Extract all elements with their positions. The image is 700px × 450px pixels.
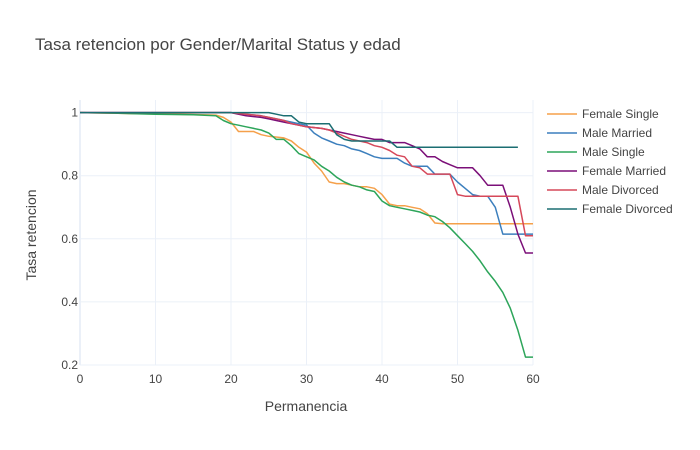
legend-label: Male Divorced	[582, 183, 659, 197]
series-line-female-divorced[interactable]	[80, 111, 518, 149]
chart-title: Tasa retencion por Gender/Marital Status…	[35, 35, 401, 54]
x-axis-title: Permanencia	[265, 398, 348, 414]
y-tick-label: 0.8	[61, 169, 78, 183]
x-axis-ticks: 0 10 20 30 40 50 60	[77, 372, 540, 386]
legend-item-male-single[interactable]: Male Single	[547, 145, 645, 159]
x-tick-label: 0	[77, 372, 84, 386]
x-tick-label: 20	[224, 372, 238, 386]
legend-item-female-married[interactable]: Female Married	[547, 164, 666, 178]
series-lines	[79, 111, 533, 358]
series-line-female-married[interactable]	[80, 111, 533, 254]
y-tick-label: 0.4	[61, 295, 78, 309]
legend-label: Female Single	[582, 107, 659, 121]
x-tick-label: 40	[375, 372, 389, 386]
grid-lines	[79, 100, 534, 366]
legend-item-male-divorced[interactable]: Male Divorced	[547, 183, 659, 197]
legend-item-female-divorced[interactable]: Female Divorced	[547, 202, 673, 216]
legend-label: Female Married	[582, 164, 666, 178]
legend-label: Female Divorced	[582, 202, 673, 216]
x-tick-label: 50	[451, 372, 465, 386]
y-tick-label: 0.6	[61, 232, 78, 246]
x-tick-label: 10	[149, 372, 163, 386]
legend[interactable]: Female Single Male Married Male Single Fema…	[547, 107, 673, 216]
y-axis-ticks: 0.2 0.4 0.6 0.8 1	[61, 106, 78, 372]
series-line-male-single[interactable]	[79, 111, 533, 358]
legend-label: Male Married	[582, 126, 652, 140]
x-tick-label: 30	[300, 372, 314, 386]
series-line-male-divorced[interactable]	[80, 111, 533, 237]
legend-label: Male Single	[582, 145, 645, 159]
x-tick-label: 60	[526, 372, 540, 386]
y-axis-title: Tasa retencion	[23, 189, 39, 280]
y-tick-label: 0.2	[61, 358, 78, 372]
y-tick-label: 1	[71, 106, 78, 120]
legend-item-female-single[interactable]: Female Single	[547, 107, 659, 121]
legend-item-male-married[interactable]: Male Married	[547, 126, 652, 140]
